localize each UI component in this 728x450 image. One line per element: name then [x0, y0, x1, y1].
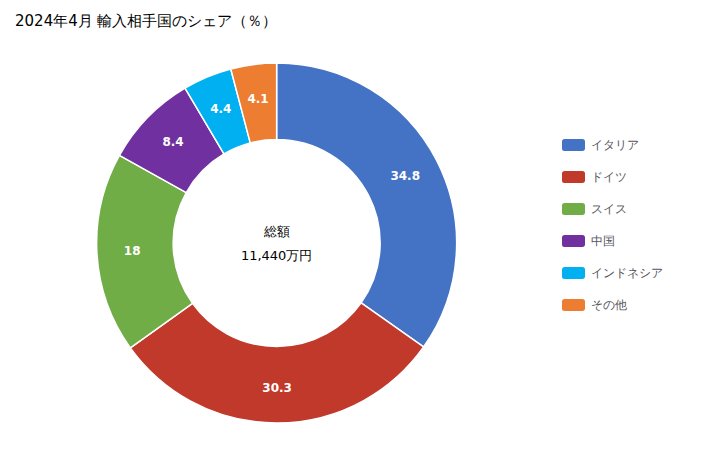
svg-text:18: 18	[124, 244, 141, 258]
svg-text:イタリア: イタリア	[591, 138, 639, 152]
svg-text:8.4: 8.4	[162, 135, 183, 149]
svg-text:4.4: 4.4	[210, 102, 231, 116]
svg-text:ドイツ: ドイツ	[591, 170, 627, 184]
svg-text:4.1: 4.1	[247, 92, 268, 106]
svg-text:スイス: スイス	[591, 202, 627, 216]
svg-text:中国: 中国	[591, 234, 615, 248]
svg-text:インドネシア: インドネシア	[591, 266, 663, 280]
svg-text:11,440万円: 11,440万円	[241, 248, 313, 263]
svg-text:34.8: 34.8	[390, 169, 420, 183]
svg-text:2024年4月 輸入相手国のシェア（％）: 2024年4月 輸入相手国のシェア（％）	[15, 12, 278, 30]
svg-text:30.3: 30.3	[262, 381, 292, 395]
svg-text:その他: その他	[591, 298, 627, 312]
svg-text:総額: 総額	[263, 224, 290, 239]
